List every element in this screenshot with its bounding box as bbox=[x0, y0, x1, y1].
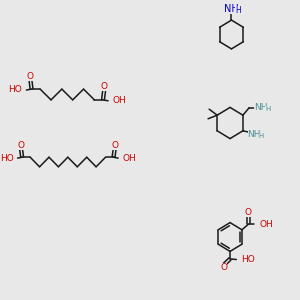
Text: O: O bbox=[17, 141, 25, 150]
Text: O: O bbox=[245, 208, 252, 217]
Text: O: O bbox=[100, 82, 108, 91]
Text: OH: OH bbox=[113, 96, 126, 105]
Text: NH: NH bbox=[254, 103, 267, 112]
Text: O: O bbox=[111, 141, 118, 150]
Text: O: O bbox=[220, 263, 227, 272]
Text: HO: HO bbox=[0, 154, 14, 163]
Text: O: O bbox=[27, 72, 34, 81]
Text: OH: OH bbox=[122, 154, 136, 163]
Text: NH: NH bbox=[248, 130, 261, 139]
Text: HO: HO bbox=[241, 255, 255, 264]
Text: H: H bbox=[265, 106, 270, 112]
Text: OH: OH bbox=[259, 220, 273, 229]
Text: HO: HO bbox=[8, 85, 22, 94]
Text: H: H bbox=[236, 6, 241, 15]
Text: NH: NH bbox=[224, 4, 239, 14]
Text: H: H bbox=[259, 133, 264, 139]
